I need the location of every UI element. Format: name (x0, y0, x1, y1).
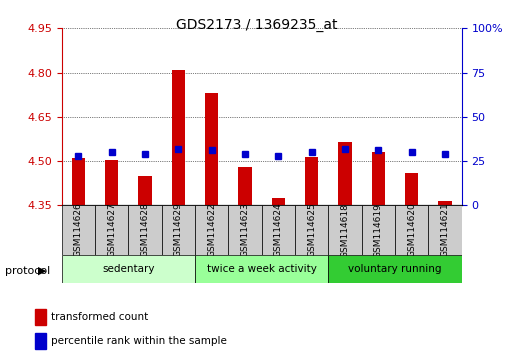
Bar (405, 173, 418, 205)
Text: GSM114629: GSM114629 (174, 203, 183, 257)
FancyBboxPatch shape (95, 205, 128, 255)
FancyBboxPatch shape (228, 205, 262, 255)
FancyBboxPatch shape (428, 205, 462, 255)
Text: GSM114621: GSM114621 (441, 203, 449, 257)
Bar (35, 333, 46, 349)
FancyBboxPatch shape (62, 205, 95, 255)
Bar (71, 158, 85, 205)
Bar (138, 176, 151, 205)
Text: GSM114619: GSM114619 (374, 202, 383, 258)
Text: sedentary: sedentary (102, 264, 154, 274)
Text: transformed count: transformed count (51, 312, 148, 322)
Bar (271, 198, 285, 205)
Text: GSM114627: GSM114627 (107, 203, 116, 257)
FancyBboxPatch shape (395, 205, 428, 255)
FancyBboxPatch shape (262, 205, 295, 255)
Text: GDS2173 / 1369235_at: GDS2173 / 1369235_at (176, 18, 337, 32)
FancyBboxPatch shape (195, 205, 228, 255)
Bar (338, 142, 351, 205)
Text: GSM114624: GSM114624 (274, 203, 283, 257)
Text: GSM114618: GSM114618 (341, 202, 349, 258)
Text: protocol: protocol (5, 266, 50, 276)
Bar (205, 93, 218, 205)
FancyBboxPatch shape (328, 205, 362, 255)
Bar (105, 160, 118, 205)
Text: voluntary running: voluntary running (348, 264, 442, 274)
FancyBboxPatch shape (62, 255, 195, 283)
Bar (305, 156, 318, 205)
FancyBboxPatch shape (362, 205, 395, 255)
Bar (438, 201, 451, 205)
Text: GSM114625: GSM114625 (307, 203, 316, 257)
Bar (371, 152, 385, 205)
Text: GSM114622: GSM114622 (207, 203, 216, 257)
Text: GSM114620: GSM114620 (407, 203, 416, 257)
Text: ▶: ▶ (37, 266, 46, 276)
Bar (238, 167, 251, 205)
Bar (171, 70, 185, 205)
Text: percentile rank within the sample: percentile rank within the sample (51, 336, 227, 346)
FancyBboxPatch shape (128, 205, 162, 255)
Text: GSM114626: GSM114626 (74, 203, 83, 257)
FancyBboxPatch shape (162, 205, 195, 255)
FancyBboxPatch shape (195, 255, 328, 283)
Bar (35, 309, 46, 325)
Text: GSM114628: GSM114628 (141, 203, 149, 257)
FancyBboxPatch shape (295, 205, 328, 255)
FancyBboxPatch shape (328, 255, 462, 283)
Text: GSM114623: GSM114623 (241, 203, 249, 257)
Text: twice a week activity: twice a week activity (207, 264, 317, 274)
